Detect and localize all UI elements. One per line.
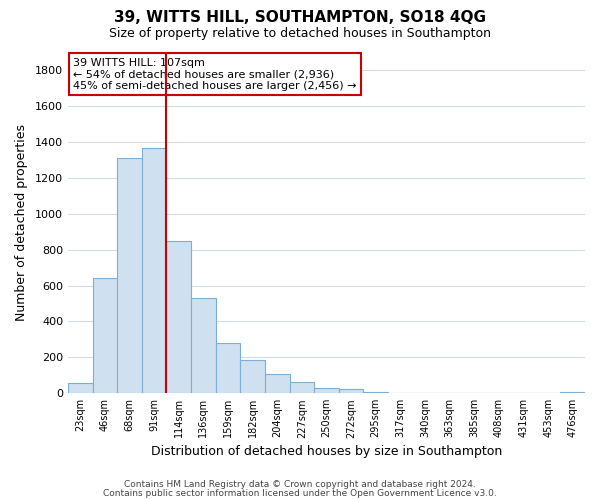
Text: Contains public sector information licensed under the Open Government Licence v3: Contains public sector information licen… — [103, 488, 497, 498]
Bar — [68, 384, 92, 393]
Bar — [364, 392, 388, 393]
Bar — [265, 374, 290, 393]
Text: Size of property relative to detached houses in Southampton: Size of property relative to detached ho… — [109, 28, 491, 40]
Bar — [560, 392, 585, 393]
Bar — [142, 148, 166, 393]
Bar — [290, 382, 314, 393]
Bar — [314, 388, 339, 393]
Bar — [117, 158, 142, 393]
Bar — [339, 388, 364, 393]
Bar — [240, 360, 265, 393]
Bar — [92, 278, 117, 393]
Text: 39, WITTS HILL, SOUTHAMPTON, SO18 4QG: 39, WITTS HILL, SOUTHAMPTON, SO18 4QG — [114, 10, 486, 25]
Bar — [166, 241, 191, 393]
Bar — [215, 343, 240, 393]
Text: Contains HM Land Registry data © Crown copyright and database right 2024.: Contains HM Land Registry data © Crown c… — [124, 480, 476, 489]
Text: 39 WITTS HILL: 107sqm
← 54% of detached houses are smaller (2,936)
45% of semi-d: 39 WITTS HILL: 107sqm ← 54% of detached … — [73, 58, 356, 91]
Bar — [191, 298, 215, 393]
X-axis label: Distribution of detached houses by size in Southampton: Distribution of detached houses by size … — [151, 444, 502, 458]
Y-axis label: Number of detached properties: Number of detached properties — [15, 124, 28, 322]
